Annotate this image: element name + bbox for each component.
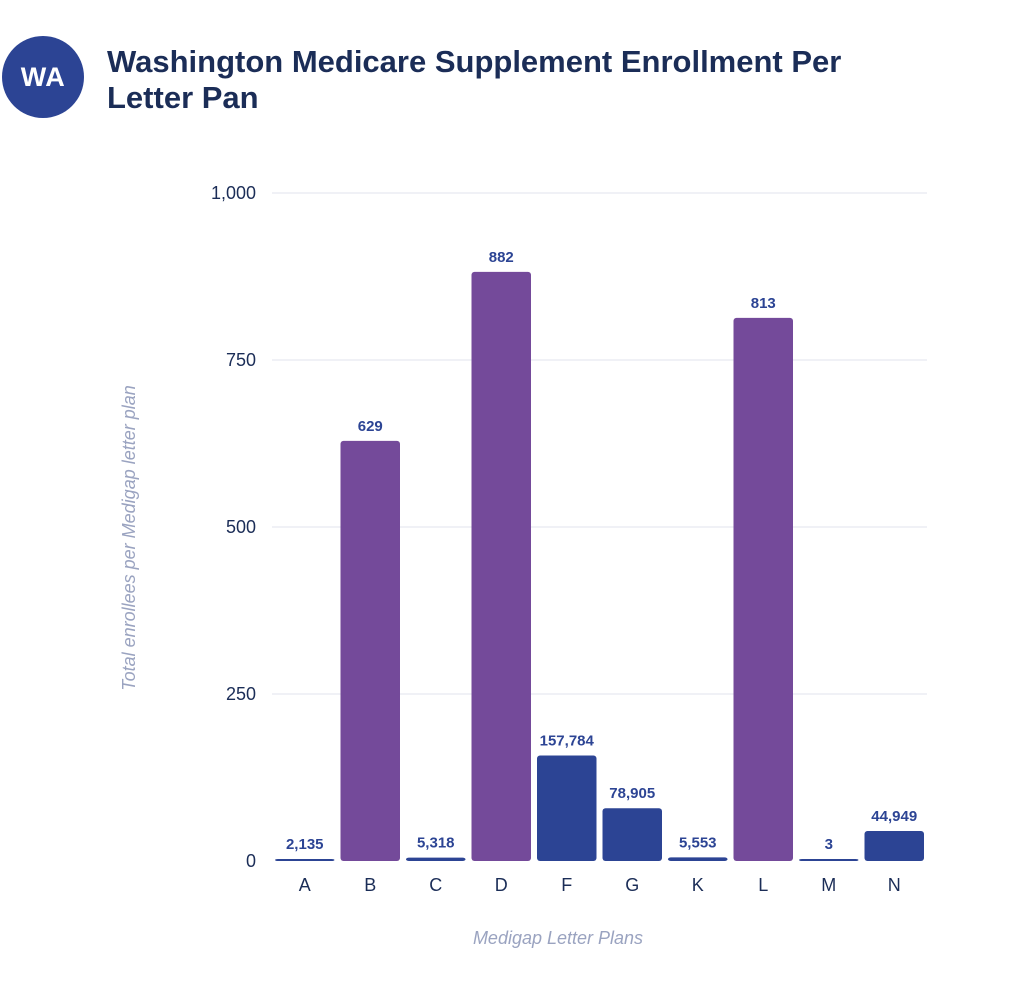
- data-label-d: 882: [489, 249, 514, 266]
- y-tick-label: 250: [226, 684, 256, 704]
- bar-b: [340, 440, 400, 861]
- data-label-b: 629: [358, 418, 383, 435]
- x-tick-label-f: F: [561, 875, 572, 895]
- bar-d: [471, 271, 531, 862]
- y-tick-label: 1,000: [211, 183, 256, 203]
- y-axis-tick-labels: 0 250 500 750 1,000: [211, 183, 256, 871]
- data-label-c: 5,318: [417, 835, 455, 852]
- x-tick-label-k: K: [692, 875, 704, 895]
- x-axis-title: Medigap Letter Plans: [473, 928, 643, 948]
- data-label-n: 44,949: [871, 808, 917, 825]
- data-label-f: 157,784: [540, 732, 595, 749]
- data-label-g: 78,905: [609, 785, 655, 802]
- x-tick-label-n: N: [888, 875, 901, 895]
- x-tick-label-g: G: [625, 875, 639, 895]
- data-label-k: 5,553: [679, 834, 717, 851]
- bars: [275, 271, 924, 862]
- bar-g: [602, 808, 662, 861]
- x-tick-label-m: M: [821, 875, 836, 895]
- bar-n: [864, 830, 924, 861]
- data-label-a: 2,135: [286, 836, 324, 853]
- state-badge-text: WA: [20, 61, 66, 92]
- bar-a: [275, 859, 335, 861]
- x-tick-label-c: C: [429, 875, 442, 895]
- y-axis-title: Total enrollees per Medigap letter plan: [119, 385, 139, 691]
- data-label-l: 813: [751, 295, 776, 312]
- data-label-m: 3: [825, 836, 833, 853]
- bar-l: [733, 317, 793, 861]
- y-tick-label: 0: [246, 851, 256, 871]
- bar-f: [537, 755, 597, 861]
- state-badge: WA: [2, 36, 84, 118]
- x-tick-label-l: L: [758, 875, 768, 895]
- y-tick-label: 500: [226, 517, 256, 537]
- x-tick-label-d: D: [495, 875, 508, 895]
- bar-m: [799, 858, 859, 861]
- x-tick-label-b: B: [364, 875, 376, 895]
- x-tick-label-a: A: [299, 875, 311, 895]
- bar-k: [668, 857, 728, 861]
- chart-title: Washington Medicare Supplement Enrollmen…: [107, 44, 842, 115]
- y-tick-label: 750: [226, 350, 256, 370]
- data-labels: 2,135 629 5,318 882 157,784 78,905 5,553 813 3 44…: [286, 249, 917, 853]
- bar-c: [406, 857, 466, 861]
